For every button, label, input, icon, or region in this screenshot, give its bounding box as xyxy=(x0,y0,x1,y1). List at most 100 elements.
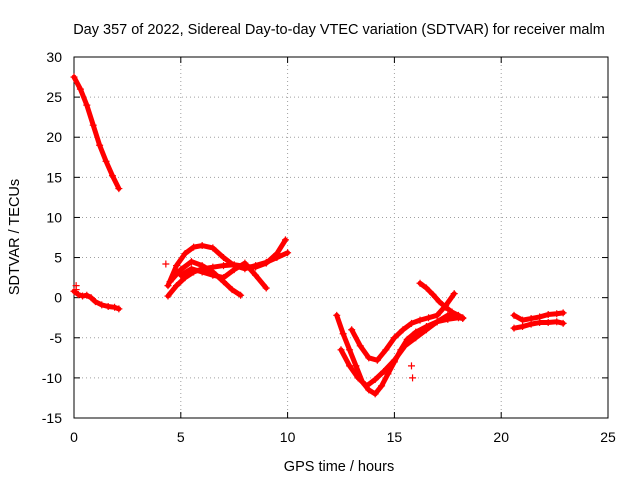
data-point xyxy=(399,326,407,334)
data-point xyxy=(354,374,362,382)
y-tick-label: 0 xyxy=(54,290,62,306)
data-point xyxy=(96,141,104,149)
data-point xyxy=(553,318,561,326)
series-trace xyxy=(71,74,122,192)
outlier-point xyxy=(72,286,80,294)
data-point xyxy=(190,243,198,251)
y-tick-label: 25 xyxy=(46,89,62,105)
x-tick-label: 15 xyxy=(387,429,403,445)
y-axis-label: SDTVAR / TECUs xyxy=(7,179,23,295)
data-point xyxy=(273,250,281,258)
data-point xyxy=(378,382,386,390)
data-point xyxy=(337,346,345,354)
series-arc-1 xyxy=(70,73,123,193)
data-point xyxy=(442,303,450,311)
data-point xyxy=(262,284,270,292)
data-point xyxy=(450,290,458,298)
y-tick-label: 5 xyxy=(54,250,62,266)
data-point xyxy=(198,242,206,250)
data-point xyxy=(220,254,228,262)
data-point xyxy=(74,290,82,298)
data-point xyxy=(220,274,228,282)
data-point xyxy=(220,262,228,270)
x-axis-label: GPS time / hours xyxy=(284,459,394,475)
data-point xyxy=(559,309,567,317)
series-arc-2 xyxy=(70,287,123,313)
data-point xyxy=(76,85,84,93)
data-point xyxy=(111,303,119,311)
data-point xyxy=(536,319,544,327)
x-tick-label: 5 xyxy=(177,429,185,445)
data-point xyxy=(198,268,206,276)
data-point xyxy=(510,324,518,332)
y-tick-label: -10 xyxy=(42,370,62,386)
data-point xyxy=(433,311,441,319)
data-point xyxy=(339,330,347,338)
data-series xyxy=(70,73,567,398)
data-point xyxy=(104,302,112,310)
data-point xyxy=(510,311,518,319)
data-point xyxy=(346,346,354,354)
data-point xyxy=(166,278,174,286)
data-point xyxy=(425,314,433,322)
y-tick-label: 30 xyxy=(46,49,62,65)
data-point xyxy=(209,244,217,252)
data-point xyxy=(416,316,424,324)
data-point xyxy=(382,346,390,354)
data-point xyxy=(553,310,561,318)
data-point xyxy=(228,286,236,294)
data-point xyxy=(412,334,420,342)
y-tick-label: -15 xyxy=(42,410,62,426)
data-point xyxy=(281,236,289,244)
grid xyxy=(74,57,608,418)
data-point xyxy=(422,326,430,334)
y-tick-label: 20 xyxy=(46,129,62,145)
data-point xyxy=(209,271,217,279)
data-point xyxy=(198,262,206,270)
data-point xyxy=(416,279,424,287)
data-point xyxy=(544,311,552,319)
data-point xyxy=(187,258,195,266)
x-tick-label: 0 xyxy=(70,429,78,445)
data-point xyxy=(527,320,535,328)
y-tick-label: -5 xyxy=(50,330,63,346)
data-point xyxy=(346,362,354,370)
x-tick-label: 20 xyxy=(493,429,509,445)
data-point xyxy=(70,73,78,81)
data-point xyxy=(108,172,116,180)
outlier-points xyxy=(72,260,417,382)
data-point xyxy=(252,271,260,279)
plot-frame xyxy=(73,56,609,419)
data-point xyxy=(365,386,373,394)
data-point xyxy=(356,342,364,350)
series-arc-8 xyxy=(337,311,462,390)
data-point xyxy=(83,291,91,299)
data-point xyxy=(429,290,437,298)
series-arc-12 xyxy=(510,318,567,332)
series-arc-10 xyxy=(416,279,467,322)
data-point xyxy=(252,263,260,271)
series-arc-6 xyxy=(177,259,270,292)
data-point xyxy=(401,342,409,350)
x-tick-label: 25 xyxy=(600,429,616,445)
data-point xyxy=(230,266,238,274)
data-point xyxy=(79,292,87,300)
data-point xyxy=(177,271,185,279)
data-point xyxy=(187,265,195,273)
series-arc-5 xyxy=(166,258,245,299)
data-point xyxy=(448,308,456,316)
data-point xyxy=(333,311,341,319)
data-point xyxy=(115,305,123,313)
data-point xyxy=(83,101,91,109)
data-point xyxy=(91,298,99,306)
data-point xyxy=(115,185,123,193)
data-point xyxy=(407,319,415,327)
data-point xyxy=(519,323,527,331)
data-point xyxy=(384,370,392,378)
data-point xyxy=(433,318,441,326)
data-point xyxy=(444,311,452,319)
y-tick-label: 10 xyxy=(46,209,62,225)
data-point xyxy=(435,298,443,306)
data-point xyxy=(454,311,462,319)
